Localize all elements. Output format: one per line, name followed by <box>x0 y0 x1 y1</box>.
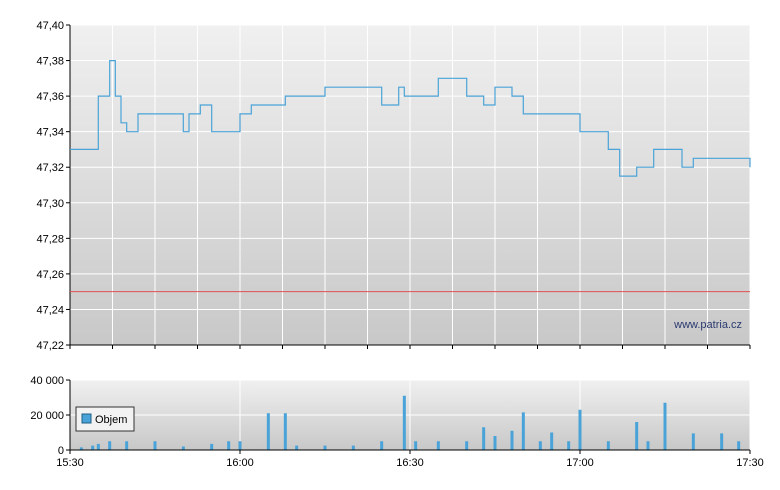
price-y-tick-label: 47,38 <box>36 56 64 68</box>
volume-bar <box>414 441 418 450</box>
price-x-tick-marks <box>69 345 751 349</box>
volume-bar <box>436 441 440 450</box>
volume-bars <box>79 395 741 450</box>
volume-bar <box>567 441 571 450</box>
price-y-tick-label: 47,30 <box>36 198 64 210</box>
volume-bar <box>108 441 112 450</box>
volume-y-axis: 0 20 000 40 000 <box>30 375 71 457</box>
volume-bar <box>181 446 185 450</box>
volume-bar <box>238 441 242 450</box>
volume-legend: Objem <box>75 406 135 432</box>
legend-swatch <box>81 413 92 424</box>
price-y-axis: 47,22 47,24 47,26 47,28 47,30 47,32 47,34 47,36… <box>36 20 71 352</box>
volume-y-tick-label: 40 000 <box>30 375 64 387</box>
volume-bar <box>283 413 287 450</box>
volume-bar <box>635 422 639 450</box>
volume-bar <box>691 433 695 450</box>
time-x-tick-label: 15:30 <box>56 457 84 469</box>
volume-bar <box>646 441 650 450</box>
volume-bar <box>153 441 157 450</box>
time-x-tick-label: 16:00 <box>226 457 254 469</box>
volume-bar <box>482 427 486 450</box>
volume-bar <box>510 430 514 450</box>
volume-bar <box>606 441 610 450</box>
volume-bar <box>402 395 406 450</box>
volume-bar <box>323 445 327 450</box>
volume-bar <box>538 441 542 450</box>
volume-y-tick-label: 0 <box>58 445 64 457</box>
volume-bar <box>737 441 741 450</box>
volume-bar <box>125 441 129 450</box>
legend-label: Objem <box>95 414 127 426</box>
volume-bar <box>266 413 270 450</box>
volume-bar <box>380 441 384 450</box>
volume-y-tick-label: 20 000 <box>30 410 64 422</box>
time-x-tick-label: 17:30 <box>736 457 764 469</box>
time-x-tick-label: 17:00 <box>566 457 594 469</box>
price-y-tick-label: 47,28 <box>36 233 64 245</box>
volume-bar <box>96 443 100 450</box>
price-y-tick-label: 47,26 <box>36 269 64 281</box>
volume-bar <box>493 436 497 450</box>
price-y-tick-label: 47,36 <box>36 91 64 103</box>
price-y-tick-label: 47,24 <box>36 304 64 316</box>
volume-bar <box>465 441 469 450</box>
price-series-line <box>70 59 751 177</box>
price-y-tick-label: 47,32 <box>36 162 64 174</box>
volume-bar <box>521 412 525 450</box>
volume-bar <box>295 445 299 450</box>
time-x-tick-label: 16:30 <box>396 457 424 469</box>
price-y-tick-label: 47,40 <box>36 20 64 32</box>
price-y-tick-label: 47,22 <box>36 340 64 352</box>
volume-bar <box>227 441 231 450</box>
volume-bar <box>663 402 667 450</box>
time-x-axis: 15:30 16:00 16:30 17:00 17:30 <box>56 450 764 469</box>
volume-bar <box>720 433 724 450</box>
volume-bar <box>79 447 83 450</box>
volume-bar <box>578 409 582 450</box>
price-y-tick-label: 47,34 <box>36 127 64 139</box>
volume-bar <box>91 445 95 450</box>
volume-bar <box>210 443 214 450</box>
watermark: www.patria.cz <box>673 319 742 331</box>
volume-bar <box>550 432 554 450</box>
volume-bar <box>351 445 355 450</box>
price-points <box>69 60 751 177</box>
